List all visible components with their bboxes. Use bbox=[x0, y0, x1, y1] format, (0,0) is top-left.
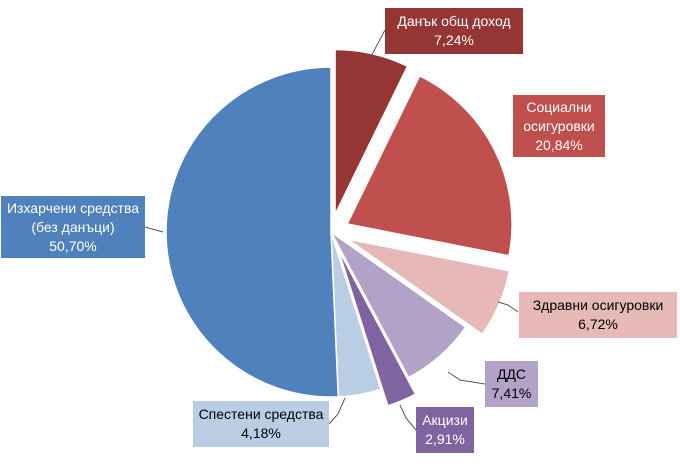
slice-vat bbox=[330, 231, 467, 379]
label-spent-name-2: (без данъци) bbox=[31, 218, 115, 235]
label-spent-value: 50,70% bbox=[49, 237, 97, 254]
slice-excise bbox=[337, 248, 417, 407]
label-spent: Изхарчени средства (без данъци) 50,70% bbox=[1, 196, 145, 258]
label-social-insurance-value: 20,84% bbox=[535, 136, 583, 153]
label-health-insurance-value: 6,72% bbox=[578, 316, 618, 332]
label-social-insurance-name-2: осигуровки bbox=[523, 117, 595, 134]
slice-health-insurance bbox=[347, 238, 511, 336]
leader-line-spent bbox=[144, 226, 164, 233]
slice-social-insurance bbox=[346, 74, 513, 257]
label-spent-name-1: Изхарчени средства bbox=[6, 199, 140, 216]
label-savings: Спестени средства 4,18% bbox=[193, 401, 329, 447]
slice-spent bbox=[165, 66, 340, 398]
label-savings-name: Спестени средства bbox=[198, 406, 324, 422]
label-savings-value: 4,18% bbox=[241, 425, 281, 441]
label-excise: Акцизи 2,91% bbox=[416, 407, 474, 453]
label-vat-name: ДДС bbox=[496, 366, 527, 382]
label-income-tax: Данък общ доход 7,24% bbox=[385, 8, 523, 54]
pie-slices bbox=[165, 48, 513, 407]
label-income-tax-value: 7,24% bbox=[434, 32, 474, 48]
leader-line-excise bbox=[399, 404, 417, 431]
label-vat: ДДС 7,41% bbox=[485, 361, 538, 407]
label-social-insurance: Социални осигуровки 20,84% bbox=[513, 95, 605, 157]
label-vat-value: 7,41% bbox=[491, 385, 532, 401]
label-excise-value: 2,91% bbox=[425, 431, 465, 447]
leader-line-income-tax bbox=[367, 29, 386, 63]
leader-line-health-insurance bbox=[497, 301, 519, 313]
label-excise-name: Акцизи bbox=[422, 412, 468, 428]
leader-line-savings bbox=[328, 397, 346, 425]
label-health-insurance: Здравни осигуровки 6,72% bbox=[519, 292, 677, 338]
label-health-insurance-name: Здравни осигуровки bbox=[532, 297, 664, 313]
label-income-tax-name: Данък общ доход bbox=[397, 13, 511, 29]
label-social-insurance-name-1: Социални bbox=[526, 98, 592, 115]
leader-lines bbox=[144, 29, 519, 431]
leader-line-vat bbox=[447, 371, 486, 385]
